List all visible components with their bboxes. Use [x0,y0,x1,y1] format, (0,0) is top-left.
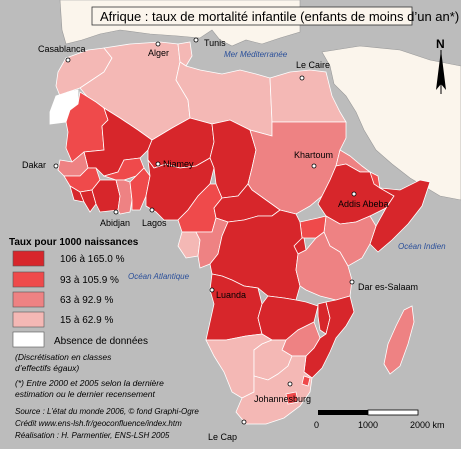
city-le-caire: Le Caire [296,60,330,81]
country-liberia [79,189,97,213]
city-abidjan: Abidjan [100,209,130,228]
sea-label-indian: Océan Indien [398,242,446,251]
country-swaziland [301,375,311,387]
legend-class-nodata: Absence de données [12,331,148,348]
credit-website: Crédit www.ens-lsh.fr/geoconfluence/inde… [15,419,182,428]
note-discretisation-2: d’effectifs égaux) [15,363,79,373]
country-mozambique [303,295,355,379]
svg-text:15 à 62.9 %: 15 à 62.9 % [60,315,113,326]
svg-text:Addis Abeba: Addis Abeba [338,199,389,209]
title-box [91,6,413,26]
city-khartoum: Khartoum [294,150,333,169]
svg-text:93 à 105.9 %: 93 à 105.9 % [60,275,119,286]
svg-text:Alger: Alger [148,48,169,58]
city-johannesburg: Johannesburg [254,381,311,404]
svg-text:Johannesburg: Johannesburg [254,394,311,404]
north-arrow-icon [436,50,446,94]
city-dar-es-salaam: Dar es-Salaam [349,279,418,292]
country-drc [209,209,303,301]
svg-text:Luanda: Luanda [216,290,246,300]
north-label: N [436,37,445,51]
city-lagos: Lagos [142,207,167,228]
scale-label-1000: 1000 [358,420,378,430]
svg-text:Dakar: Dakar [22,160,46,170]
scale-label-0: 0 [314,420,319,430]
legend-class-3: 63 à 92.9 % [12,291,113,308]
country-lesotho [285,391,299,405]
middle-east-landmass [321,45,461,201]
country-madagascar [383,305,415,375]
legend-class-2: 93 à 105.9 % [12,271,119,288]
legend-class-4: 15 à 62.9 % [12,311,113,328]
sea-label-mediterranean: Mer Méditerranée [224,50,288,59]
note-asterisk-1: (*) Entre 2000 et 2005 selon la dernière [15,378,164,388]
country-gabon [177,231,201,259]
svg-text:Abidjan: Abidjan [100,218,130,228]
map-title: Afrique : taux de mortalité infantile (e… [100,9,459,24]
legend-heading: Taux pour 1000 naissances [9,237,139,248]
city-casablanca: Casablanca [38,44,86,63]
city-luanda: Luanda [209,287,246,300]
legend-class-1: 106 à 165.0 % [12,250,125,267]
note-asterisk-2: estimation ou le dernier recensement [15,389,155,399]
scale-label-2000: 2000 km [410,420,445,430]
scale-bar: 0 1000 2000 km [314,409,445,430]
svg-text:Lagos: Lagos [142,218,167,228]
city-tunis: Tunis [193,37,226,48]
svg-text:Dar es-Salaam: Dar es-Salaam [358,282,418,292]
city-addis-abeba: Addis Abeba [338,191,389,209]
city-niamey: Niamey [155,159,194,169]
svg-text:106 à 165.0 %: 106 à 165.0 % [60,254,125,265]
city-dakar: Dakar [22,160,59,170]
city-alger: Alger [148,41,169,58]
svg-text:Casablanca: Casablanca [38,44,86,54]
country-tunisia [177,41,193,67]
note-discretisation-1: (Discrétisation en classes [15,352,112,362]
city-le-cap: Le Cap [208,419,247,442]
svg-text:Khartoum: Khartoum [294,150,333,160]
sea-label-atlantic: Océan Atlantique [128,272,190,281]
credit-realisation: Réalisation : H. Parmentier, ENS-LSH 200… [15,431,170,440]
svg-text:Le Caire: Le Caire [296,60,330,70]
country-cote-divoire [91,179,121,213]
svg-text:Le Cap: Le Cap [208,432,237,442]
svg-text:63 à 92.9 %: 63 à 92.9 % [60,295,113,306]
svg-text:Niamey: Niamey [163,159,194,169]
svg-text:Tunis: Tunis [204,38,226,48]
country-south-africa [235,355,313,425]
svg-text:Absence de données: Absence de données [54,336,148,347]
country-somalia [369,179,431,253]
country-ghana [115,179,133,215]
credit-source: Source : L’état du monde 2006, © fond Gr… [15,407,199,416]
